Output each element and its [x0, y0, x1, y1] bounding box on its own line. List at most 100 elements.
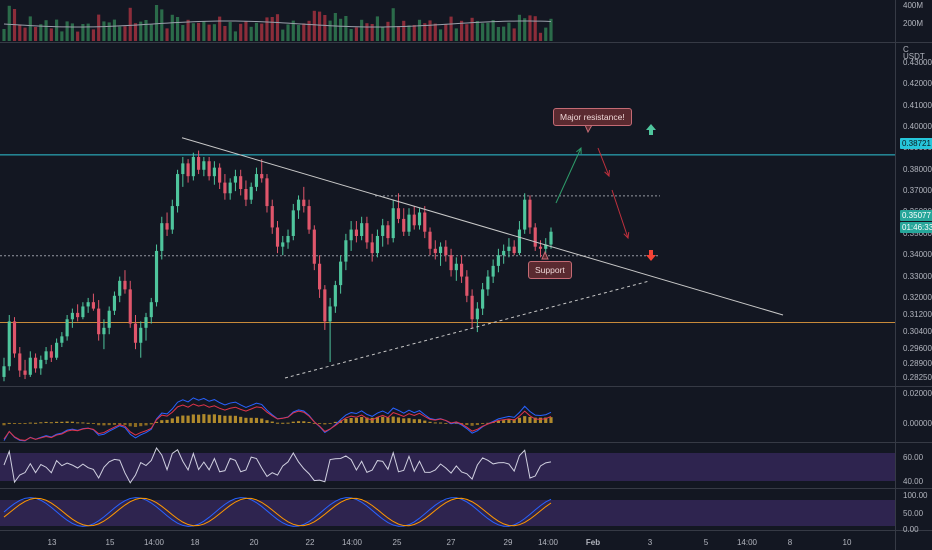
price-tick: 0.32000 [903, 292, 932, 302]
macd-histogram-bar [344, 418, 348, 423]
macd-histogram-bar [70, 421, 74, 423]
candle [481, 282, 485, 315]
volume-bar [386, 21, 390, 41]
volume-bar [360, 19, 364, 41]
macd-histogram-bar [396, 417, 401, 423]
candle-body [165, 223, 169, 230]
candle-body [239, 176, 243, 189]
candle [275, 221, 280, 254]
candle [502, 244, 506, 264]
macd-histogram-bar [223, 415, 227, 423]
major-resistance-callout[interactable]: Major resistance! [553, 108, 632, 126]
candle-body [339, 261, 343, 286]
candle [244, 180, 248, 207]
macd-histogram-bar [302, 421, 306, 423]
macd-histogram-bar [123, 423, 127, 425]
price-levels [0, 154, 895, 324]
candle [381, 218, 385, 247]
candle [428, 227, 432, 256]
time-tick: 14:00 [341, 538, 363, 547]
candle-body [202, 161, 206, 170]
candle-body [28, 357, 32, 375]
price-tick: 0.28250 [903, 373, 932, 382]
candle [76, 304, 80, 322]
volume-bar [270, 17, 274, 41]
time-tick: 13 [47, 538, 57, 547]
macd-histogram-bar [212, 414, 216, 423]
candle [433, 240, 437, 260]
volume-bar [128, 7, 132, 42]
stoch-d-line [3, 497, 552, 527]
projection-up-arrow-head [576, 146, 582, 155]
candle [97, 300, 101, 341]
price-tick: 0.34000 [903, 250, 932, 260]
candle-body [396, 208, 401, 219]
candle [317, 255, 322, 298]
volume-bar [307, 20, 311, 41]
volume-bar [254, 22, 259, 41]
macd-histogram-bar [317, 423, 322, 424]
macd-histogram-bar [2, 423, 6, 426]
macd-histogram-bar [270, 421, 274, 423]
candle-body [107, 310, 111, 328]
macd-histogram-bar [549, 417, 553, 423]
macd-histogram-bar [281, 422, 285, 424]
volume-bar [39, 24, 43, 41]
candle [60, 332, 64, 348]
price-tick: 0.29600 [903, 344, 932, 354]
candle-body [76, 312, 80, 318]
volume-bar [76, 31, 80, 41]
candle-body [496, 255, 500, 266]
candle [160, 216, 164, 260]
macd-histogram-bar [307, 421, 311, 423]
candle [154, 244, 159, 307]
candle [496, 248, 500, 273]
candle-body [391, 208, 395, 239]
macd-histogram-bar [228, 415, 232, 423]
candle-body [123, 280, 127, 290]
candle-body [344, 240, 348, 262]
candle [270, 199, 274, 234]
volume-bar [223, 26, 227, 41]
support-callout[interactable]: Support [528, 261, 572, 279]
volume-bar [70, 23, 74, 41]
candle [70, 308, 74, 328]
candle [254, 167, 259, 192]
volume-bar [391, 8, 395, 41]
volume-bar [454, 28, 458, 41]
volume-bar [344, 16, 348, 41]
current-price-tag: 0.35077 [900, 210, 932, 221]
volume-bar [449, 16, 453, 41]
volume-bar [502, 26, 506, 41]
candle [265, 174, 269, 213]
candle-body [365, 223, 369, 243]
volume-bar [33, 27, 38, 41]
price-axis-currency: C [903, 45, 909, 54]
macd-histogram-bar [412, 419, 416, 423]
candle [86, 297, 90, 313]
macd-signal-line [3, 403, 552, 441]
candle [118, 276, 122, 303]
candle-body [23, 370, 27, 375]
candle-body [44, 351, 48, 360]
macd-histogram-bar [312, 423, 316, 424]
volume-bar [244, 21, 248, 41]
volume-bar [112, 19, 117, 41]
projection-down-arrow-1 [597, 147, 610, 177]
bar-countdown-tag: 01:46:33 [900, 222, 932, 233]
candle-body [381, 225, 385, 236]
candle [339, 255, 343, 294]
candle [165, 212, 169, 236]
volume-bar [202, 21, 206, 41]
candle-body [544, 244, 548, 249]
macd-histogram-bar [181, 415, 185, 423]
candle-body [512, 246, 516, 254]
volume-bar [160, 9, 164, 41]
candle [286, 229, 290, 249]
candle-body [39, 359, 43, 369]
volume-bar [97, 14, 101, 42]
candle-body [97, 308, 101, 335]
macd-histogram-bar [139, 423, 143, 427]
candle-body [55, 342, 59, 358]
